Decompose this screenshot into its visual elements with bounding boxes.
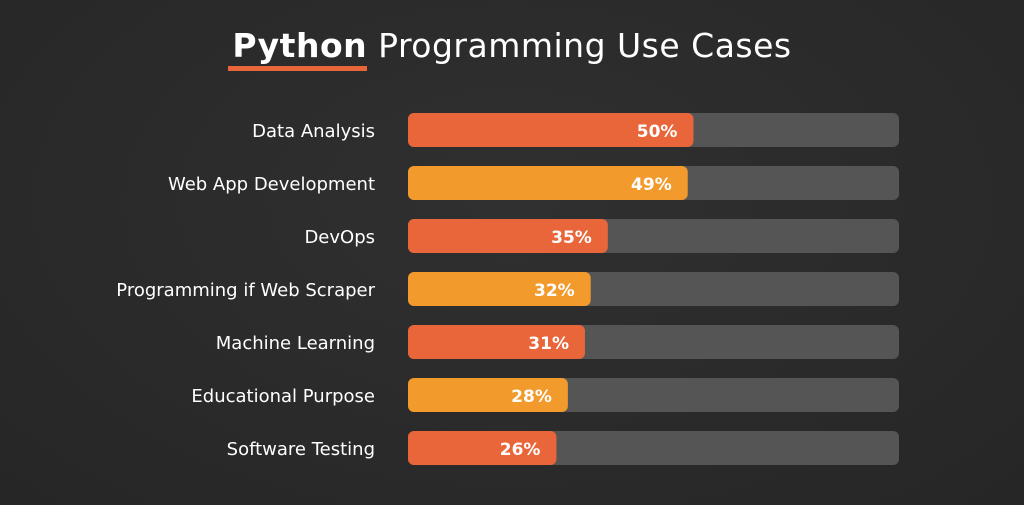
category-label: DevOps: [304, 227, 375, 248]
value-label: 26%: [500, 440, 541, 460]
category-label: Educational Purpose: [191, 386, 375, 407]
value-label: 31%: [528, 334, 569, 354]
bar: [408, 378, 568, 412]
title-highlight: Python: [228, 26, 368, 71]
category-label: Machine Learning: [216, 333, 375, 354]
category-label: Programming if Web Scraper: [116, 280, 375, 301]
value-label: 28%: [511, 387, 552, 407]
value-label: 32%: [534, 281, 575, 301]
title-rest: Programming Use Cases: [378, 26, 792, 65]
category-label: Data Analysis: [252, 121, 375, 142]
category-label: Web App Development: [168, 174, 375, 195]
chart-title: Python Programming Use Cases: [0, 26, 1024, 71]
value-label: 50%: [637, 122, 678, 142]
bar: [408, 325, 585, 359]
category-label: Software Testing: [227, 439, 375, 460]
bar: [408, 272, 591, 306]
value-label: 35%: [551, 228, 592, 248]
bar: [408, 166, 688, 200]
bar: [408, 113, 694, 147]
bar: [408, 219, 608, 253]
value-label: 49%: [631, 175, 672, 195]
bar: [408, 431, 557, 465]
